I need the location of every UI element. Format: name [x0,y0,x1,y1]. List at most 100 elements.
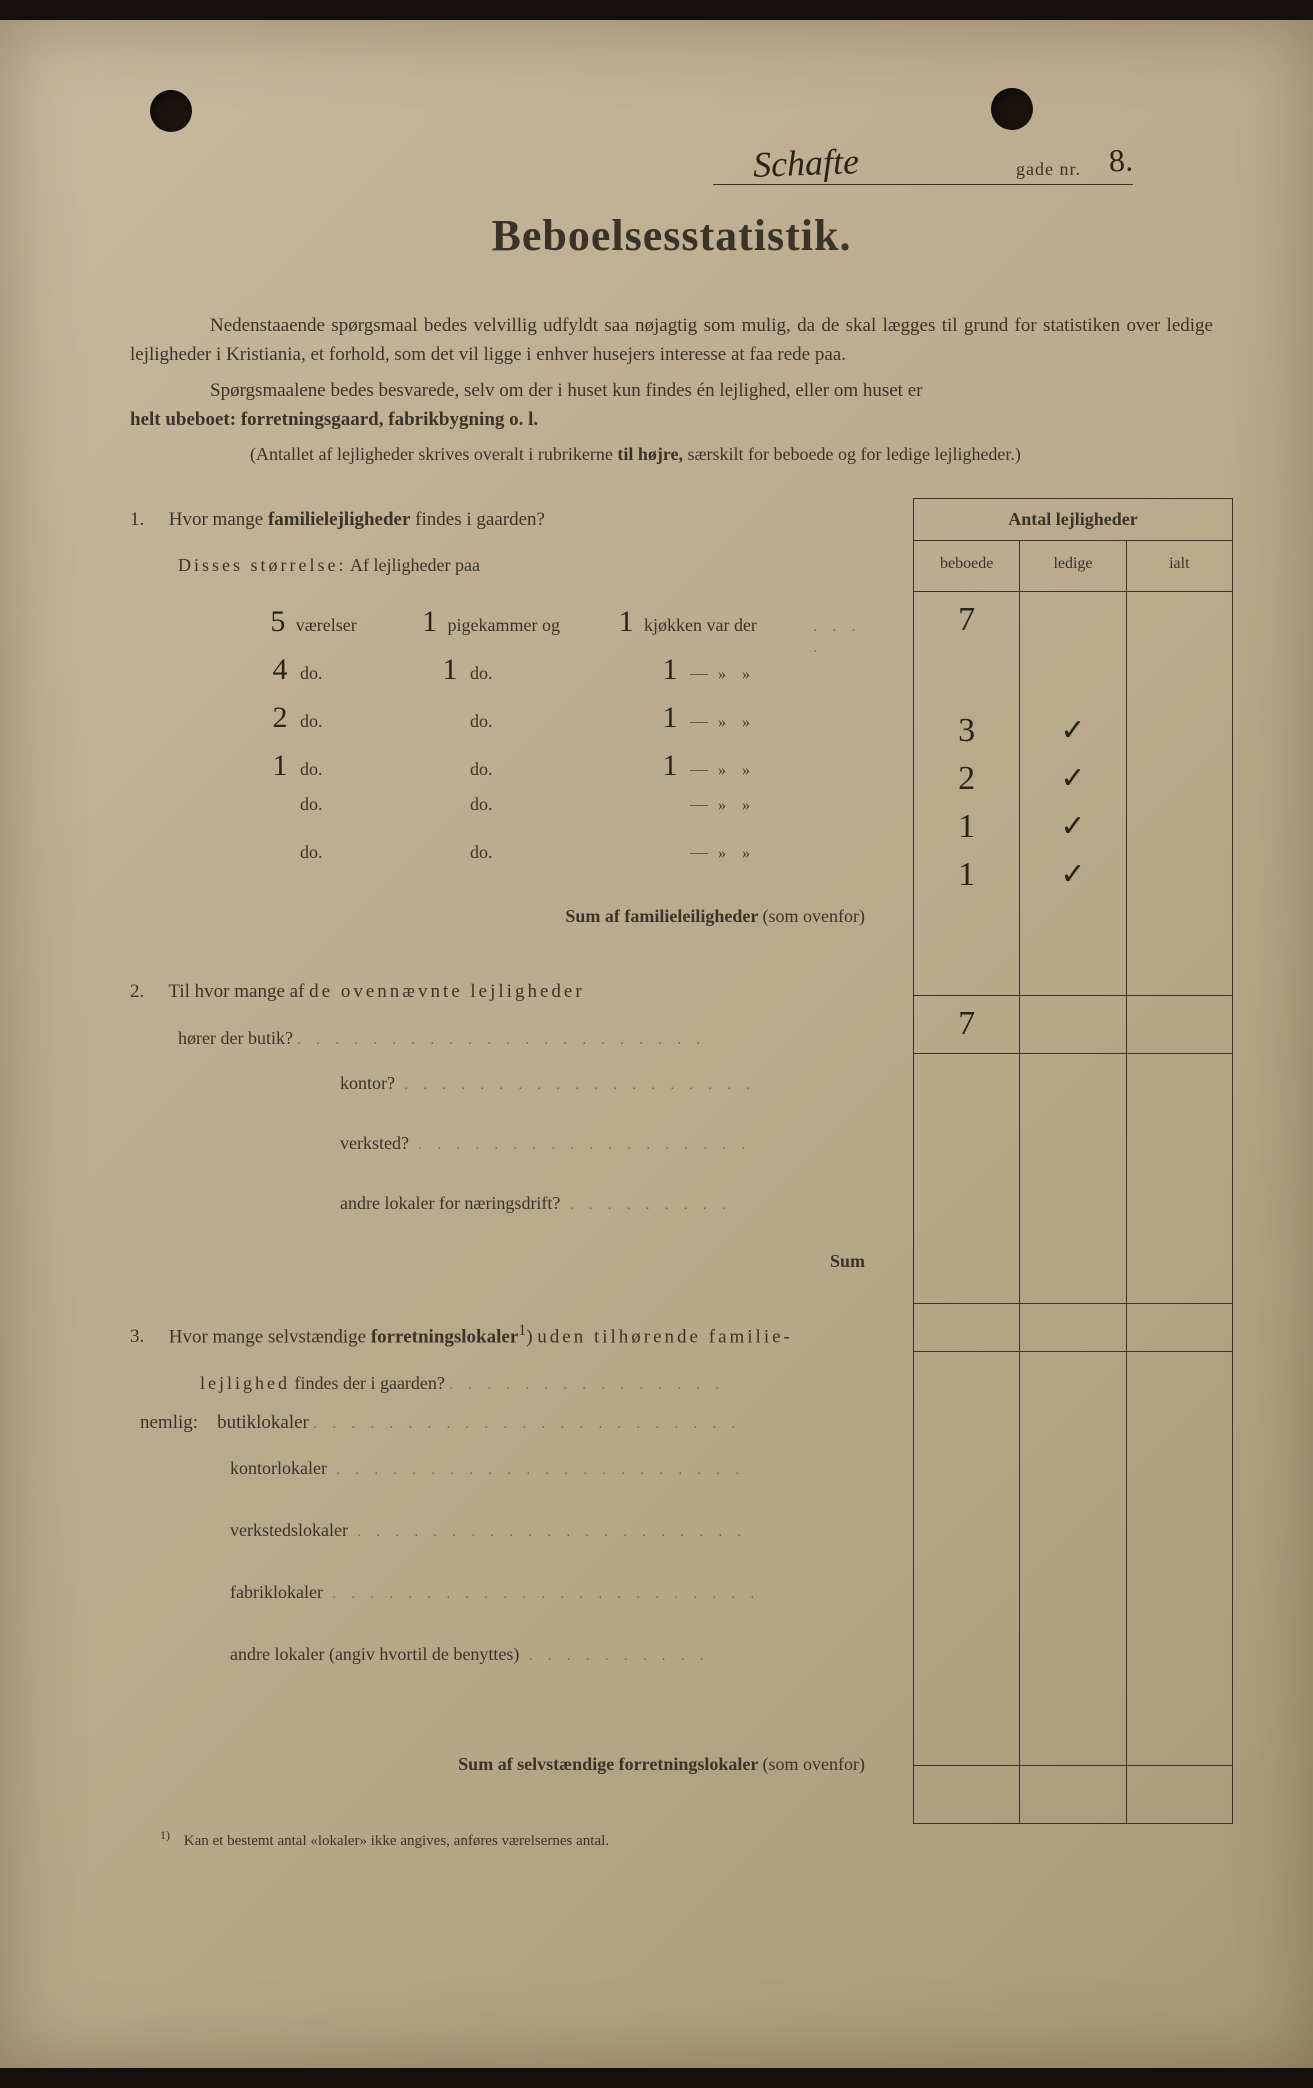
cell-sum: 7 [914,996,1020,1053]
lab-do: do. [470,660,650,687]
size-rows: 5 værelser 1 pigekammer og 1 kjøkken var… [260,599,873,887]
note-bold: til højre, [617,444,683,464]
hw-p: 1 [412,599,448,644]
q3-num: 3. [130,1323,164,1352]
dots: . . . . . . . . . . . . . . . . . . [409,1138,751,1153]
cell: 1 [914,803,1020,851]
table-row [914,1053,1232,1111]
col-beboede: beboede [914,541,1020,591]
dash: — [690,839,710,866]
table-row [914,899,1232,947]
q2-sub: verksted? . . . . . . . . . . . . . . . … [340,1130,873,1172]
document-page: Schafte gade nr. 8. Beboelsesstatistik. … [0,20,1313,2068]
dots: . . . . . . . . . [560,1198,731,1213]
hw-p: 1 [430,647,470,692]
q1-b: findes i gaarden? [410,509,545,530]
lab-do: do. [300,708,430,735]
intro2-text: Spørgsmaalene bedes besvarede, selv om d… [210,380,922,401]
street-name-handwritten: Schafte [752,140,859,186]
note-tail: særskilt for beboede og for ledige lejli… [688,444,1021,464]
dash: — [690,660,710,687]
dots: . . . . . . . . . . . . . . . . . . . [395,1078,756,1093]
size-row: do. do. — » » [260,839,873,887]
cell: ✓ [1020,707,1126,755]
q2-sum: Sum [130,1248,873,1275]
dots: . . . . . . . . . . . . . . . . . . . . … [323,1587,760,1602]
questions-column: 1. Hvor mange familielejligheder findes … [130,506,873,1778]
cell [1127,707,1232,755]
hw-k: 1 [650,743,690,788]
col-ialt: ialt [1127,541,1232,591]
q3-a: Hvor mange selvstændige [169,1326,371,1347]
dots: . . . . . . . . . . . . . . . . . . . . … [327,1463,745,1478]
size-row: 2 do. do. 1 — » » [260,695,873,743]
q2-line2: hører der butik? . . . . . . . . . . . .… [178,1025,873,1052]
q2-line2-text: hører der butik? [178,1028,293,1048]
lab-do: do. [300,756,430,783]
q3-spaced: uden tilhørende familie- [537,1326,793,1347]
q3-sum-line: Sum af selvstændige forretningslokaler (… [130,1751,873,1778]
table-header-cols: beboede ledige ialt [914,541,1232,591]
cell [1127,755,1232,803]
table-row [914,1467,1232,1515]
hw-k: 1 [650,695,690,740]
lab-pigekammer: pigekammer og [448,612,609,639]
q1-bold: familielejligheder [268,509,410,530]
cell: 2 [914,755,1020,803]
lab-do: do. [470,839,650,866]
table-row [914,1563,1232,1611]
gade-label: gade nr. [1016,159,1081,180]
table-row: 1 ✓ [914,803,1232,851]
q3-nemlig-row: nemlig: butiklokaler . . . . . . . . . .… [130,1409,873,1438]
table-row [914,1515,1232,1563]
table-row [914,1207,1232,1255]
table-row-total-top: 7 [914,591,1232,649]
table-row [914,1159,1232,1207]
q2-line1: Til hvor mange af [168,981,309,1002]
q3-verksted: verkstedslokaler [230,1520,348,1540]
content-area: Antal lejligheder beboede ledige ialt 7 [130,506,1213,1778]
q3-butik: butiklokaler [217,1412,309,1433]
q2-verksted: verksted? [340,1133,409,1153]
dash: — [690,791,710,818]
intro-paragraph-1: Nedenstaaende spørgsmaal bedes velvillig… [130,311,1213,370]
lab-do: do. [470,708,650,735]
hw-k: 1 [608,599,644,644]
gade-nr-handwritten: 8. [1108,141,1134,179]
intro1-text: Nedenstaaende spørgsmaal bedes velvillig… [130,315,1213,365]
q3-sub: fabriklokaler . . . . . . . . . . . . . … [230,1579,873,1623]
table-row [914,1255,1232,1303]
lab-do: do. [300,660,430,687]
cell [1127,592,1232,649]
footnote-num: 1) [160,1828,170,1842]
ditto: » » [710,663,750,687]
dots: . . . . . . . . . . . . . . . . . . . . … [314,1417,742,1432]
cell [1127,803,1232,851]
table-row [914,1111,1232,1159]
dash: — [690,708,710,735]
dash: — [690,756,710,783]
table-header: Antal lejligheder beboede ledige ialt [913,498,1233,591]
cell: 3 [914,707,1020,755]
intro2-bold: helt ubeboet: forretningsgaard, fabrikby… [130,409,538,430]
question-2: 2. Til hvor mange af de ovennævnte lejli… [130,978,873,1275]
q2-sub: kontor? . . . . . . . . . . . . . . . . … [340,1070,873,1112]
q2-line1-spaced: de ovennævnte lejligheder [309,981,585,1002]
q2-andre: andre lokaler for næringsdrift? [340,1193,560,1213]
question-1: 1. Hvor mange familielejligheder findes … [130,506,873,931]
q3-sup: 1 [518,1322,526,1339]
footnote-text: Kan et bestemt antal «lokaler» ikke angi… [184,1833,609,1849]
table-row [914,1707,1232,1765]
header-address-line: Schafte gade nr. 8. [713,142,1133,185]
q2-num: 2. [130,978,164,1007]
table-row-spacer [914,649,1232,707]
lab-do: do. [470,791,650,818]
q3-sub: kontorlokaler . . . . . . . . . . . . . … [230,1455,873,1499]
table-row [914,1611,1232,1659]
lab-do: do. [470,756,650,783]
q1-sum-line: Sum af familieleiligheder (som ovenfor) [130,903,873,930]
table-row: 3 ✓ [914,707,1232,755]
q3-nemlig: nemlig: [140,1412,198,1433]
q3-kontor: kontorlokaler [230,1458,327,1478]
dots: . . . . . . . . . . . . . . . . . . . . … [297,1033,706,1048]
